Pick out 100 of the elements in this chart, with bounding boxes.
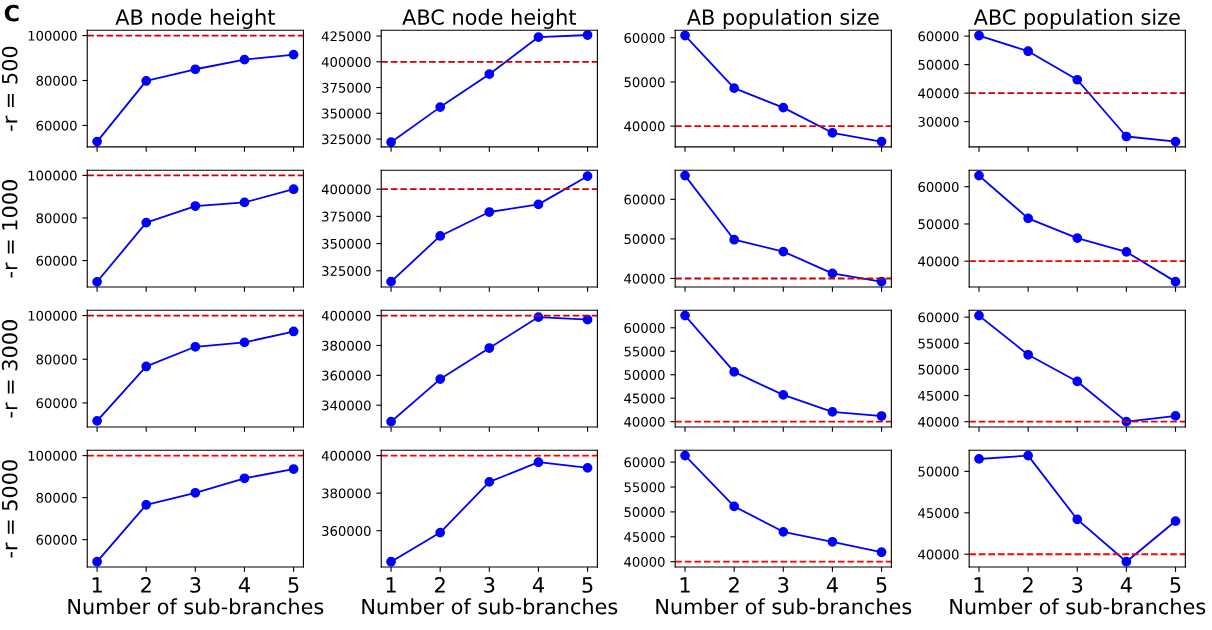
point [1170,136,1181,147]
y-tick-label: 50000 [918,466,959,477]
y-axis-title: -r = 1000 [1,180,18,278]
y-tick-label: 60000 [624,323,665,333]
y-tick-label: 100000 [28,450,77,461]
y-tick-label: 400000 [321,57,371,68]
point [92,556,102,567]
y-tick-label: 60000 [36,120,77,131]
point [778,246,789,257]
y-tick-label: 380000 [322,340,371,351]
point [484,343,495,353]
x-tick-label: 5 [288,577,299,593]
y-tick-label: 30000 [918,116,959,127]
point [386,416,396,427]
y-tick-label: 60000 [624,32,665,43]
point [288,464,299,474]
point [533,199,544,210]
x-tick-label: 3 [484,577,495,593]
point [680,310,690,321]
text: C [4,4,19,22]
y-tick-label: 45000 [624,532,665,542]
y-tick-label: 55000 [918,338,959,349]
point [435,102,446,112]
point [239,197,250,208]
y-tick-label: 60000 [36,534,77,545]
y-tick-label: 60000 [918,312,959,323]
point [778,102,789,113]
point [141,499,152,510]
x-tick-label: 4 [826,577,838,593]
y-tick-label: 360000 [322,370,371,381]
x-tick-label: 4 [1120,577,1132,593]
x-axis-title: Number of sub-branches [950,598,1206,615]
y-axis-title: -r = 5000 [1,460,18,558]
y-tick-label: 40000 [624,273,665,284]
point [1072,514,1083,525]
point [239,337,250,348]
point [484,207,495,217]
point [1072,74,1083,85]
point [680,170,690,181]
point [533,312,544,322]
point [435,527,446,538]
y-tick-label: 380000 [322,488,371,499]
point [1121,556,1132,567]
point [680,30,690,41]
y-tick-label: 80000 [36,354,77,365]
point [1121,247,1132,257]
y-tick-label: 55000 [624,482,665,493]
point [778,526,789,537]
x-tick-label: 2 [1023,577,1033,593]
x-tick-label: 3 [190,577,201,593]
x-axis-title: Number of sub-branches [68,598,324,615]
x-tick-label: 4 [238,577,250,593]
y-axis-title: -r = 3000 [1,320,18,418]
point [190,64,201,75]
point [190,341,201,352]
point [141,361,152,372]
y-tick-label: 80000 [36,492,77,503]
y-tick-label: 100000 [28,310,77,321]
y-tick-label: 40000 [918,256,959,267]
y-tick-label: 375000 [322,211,371,222]
point [533,32,544,42]
y-tick-label: 80000 [36,213,77,224]
y-tick-label: 45000 [624,393,665,404]
y-tick-label: 60000 [36,398,77,409]
point [729,83,740,94]
y-tick-label: 100000 [28,170,77,181]
y-tick-label: 425000 [321,31,371,42]
y-tick-label: 50000 [624,507,665,518]
x-tick-label: 3 [778,577,789,593]
point [1023,46,1033,57]
chart-title: ABC node height [402,8,576,30]
y-tick-label: 50000 [624,77,665,88]
point [1072,233,1083,243]
point [288,184,299,195]
point [974,310,984,321]
chart-title: ABC population size [973,8,1180,30]
point [974,30,984,41]
point [288,49,299,60]
y-tick-label: 60000 [624,194,665,205]
point [827,127,838,138]
y-tick-label: 40000 [918,88,959,99]
point [1170,411,1181,421]
y-tick-label: 50000 [624,369,665,380]
point [386,556,396,567]
y-tick-label: 40000 [918,549,959,560]
point [876,547,887,558]
point [484,477,495,487]
x-tick-label: 1 [680,577,690,593]
x-tick-label: 5 [876,577,887,593]
x-tick-label: 1 [92,577,102,593]
x-tick-label: 2 [729,577,739,593]
point [435,231,446,241]
point [484,69,495,80]
point [729,367,740,377]
point [141,76,152,86]
y-tick-label: 50000 [918,219,959,230]
point [1023,349,1033,360]
y-tick-label: 350000 [322,238,371,249]
point [386,137,396,147]
x-axis-title: Number of sub-branches [656,598,912,615]
